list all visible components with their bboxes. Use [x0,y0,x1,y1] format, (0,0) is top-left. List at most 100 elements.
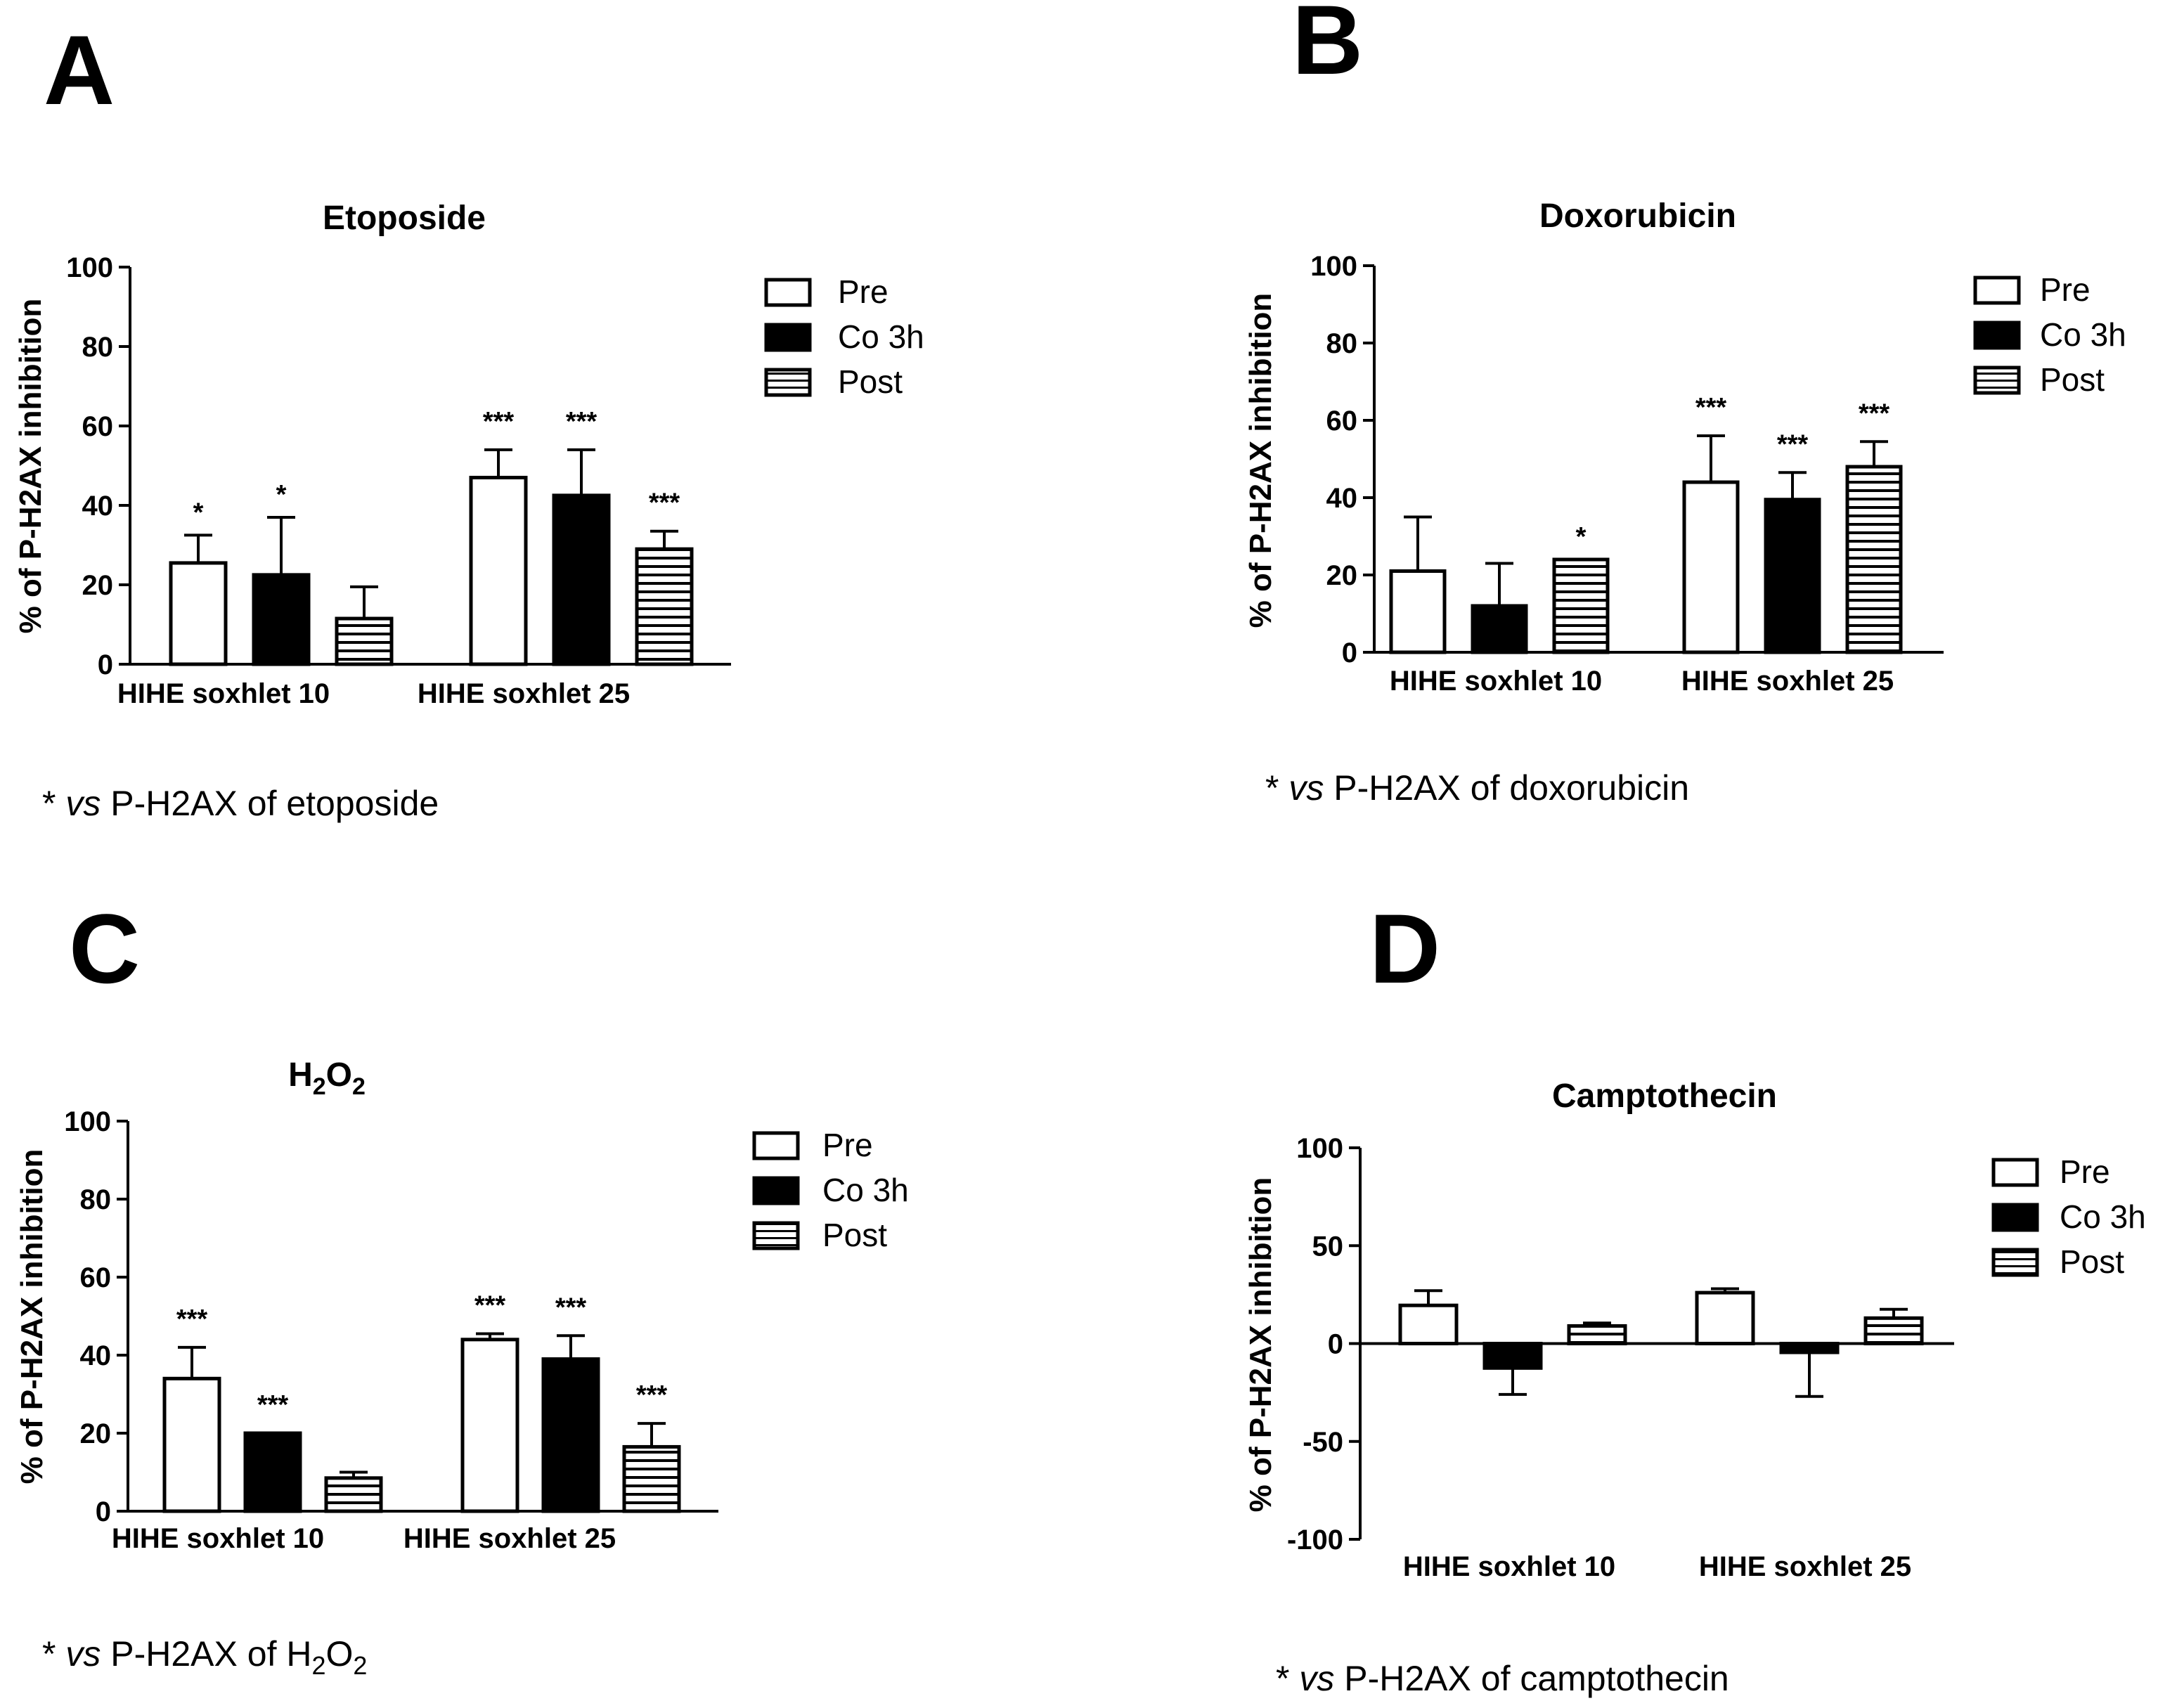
panel-d-legend-swatch [1991,1203,2039,1232]
panel-c-ytick-label: 40 [80,1340,112,1371]
panel-b-footnote-star: * [1265,768,1288,808]
panel-a-legend-swatch [764,323,812,352]
panel-b-footnote-text: P-H2AX of doxorubicin [1324,768,1689,808]
panel-d-letter: D [1369,893,1440,1004]
panel-c-ytick-label: 100 [64,1106,111,1137]
panel-d-legend-label: Post [2060,1243,2124,1280]
panel-c-footnote-tail-sub: 2 [353,1651,367,1680]
panel-b-ytick-label: 0 [1342,638,1357,668]
panel-b-ytick-label: 60 [1326,406,1358,436]
panel-d-bar-post [1863,1316,1924,1346]
panel-d-category-label: HIHE soxhlet 25 [1699,1551,1911,1582]
panel-d-footnote: * vs P-H2AX of camptothecin [1276,1659,1729,1698]
panel-a-footnote: * vs P-H2AX of etoposide [42,784,439,823]
panel-d-legend-swatch [1991,1158,2039,1187]
panel-b-ytick-label: 40 [1326,483,1358,514]
panel-a-bar-post [335,616,394,666]
panel-c-letter: C [69,893,140,1004]
panel-a-legend-label: Pre [838,273,889,310]
panel-b-legend-swatch [1973,276,2021,305]
panel-c-footnote-text: P-H2AX of H [101,1634,311,1674]
panel-b-legend-label: Pre [2040,271,2091,308]
panel-c-title-sub: 2 [313,1073,326,1100]
panel-b-bar-co-3h [1764,498,1821,654]
panel-a-bar-co-3h [252,573,311,666]
panel-a-ytick-label: 20 [82,570,114,601]
panel-d-title-main: Camptothecin [1552,1078,1777,1115]
panel-b-bar-pre [1682,480,1740,654]
panel-d-title: Camptothecin [1552,1078,1777,1115]
panel-a-significance-mark: * [276,480,287,510]
panel-b-bar-co-3h [1471,604,1528,654]
panel-c-bar-post [622,1444,681,1513]
panel-b: B Doxorubicin % of P-H2AX inhibition 0 20 40 6… [1243,0,2126,808]
panel-c-title-tail-sub: 2 [352,1073,366,1100]
panel-b-bar-post [1552,557,1610,654]
panel-d-ytick-label: 0 [1328,1329,1343,1360]
panel-d-bar-post [1567,1324,1627,1346]
panel-a-legend-label: Co 3h [838,318,924,355]
panel-c-ytick-label: 80 [80,1184,112,1215]
panel-a-category-label: HIHE soxhlet 25 [418,678,630,709]
panel-b-letter: B [1292,0,1363,95]
panel-c-legend-label: Pre [822,1127,873,1163]
panel-a-significance-mark: *** [566,407,597,436]
panel-d-footnote-star: * [1276,1659,1299,1698]
panel-a-legend-label: Post [838,363,903,400]
panel-d-bar-pre [1398,1303,1459,1346]
panel-d-ytick-label: 50 [1312,1231,1344,1262]
panel-b-legend-label: Co 3h [2040,316,2126,353]
panel-b-ytick-label: 100 [1310,251,1357,282]
panel-c-ytick-label: 0 [96,1496,111,1527]
panel-b-legend-swatch [1973,321,2021,350]
panel-c-legend-label: Post [822,1217,887,1253]
panel-a-footnote-star: * [42,784,65,823]
panel-a-legend-swatch [764,278,812,307]
panel-c-title-tail-o: O [326,1056,352,1094]
panel-b-significance-mark: *** [1859,399,1890,428]
panel-b-footnote-vs: vs [1288,768,1324,808]
panel-b-footnote: * vs P-H2AX of doxorubicin [1265,768,1689,808]
panel-a-significance-mark: *** [649,489,680,518]
panel-c-bar-pre [162,1376,221,1513]
panel-d-footnote-text: P-H2AX of camptothecin [1334,1659,1729,1698]
panel-d-bar-pre [1695,1290,1755,1345]
panel-c-footnote-star: * [42,1634,65,1674]
panel-a-footnote-vs: vs [65,784,101,823]
panel-d-legend-swatch [1991,1248,2039,1277]
panel-c-bar-co-3h [541,1357,600,1513]
panel-a-ytick-label: 60 [82,411,114,442]
panel-a-letter: A [44,15,115,125]
panel-d-bar-co-3h [1779,1342,1840,1354]
panel-a-ylabel: % of P-H2AX inhibition [13,299,48,634]
panel-d-category-label: HIHE soxhlet 10 [1403,1551,1615,1582]
panel-d: D Camptothecin % of P-H2AX inhibition -100 -… [1243,893,2146,1698]
panel-a-ytick-label: 100 [66,252,113,283]
panel-b-bar-pre [1389,569,1447,654]
panel-b-legend-label: Post [2040,361,2105,398]
panel-b-significance-mark: *** [1695,393,1727,422]
panel-c-significance-mark: *** [257,1390,289,1420]
panel-a-bar-pre [169,561,228,666]
panel-c-legend-label: Co 3h [822,1172,909,1208]
panel-c-footnote-sub: 2 [311,1651,325,1680]
panel-d-legend-label: Co 3h [2060,1198,2146,1235]
panel-b-title: Doxorubicin [1539,198,1736,235]
panel-b-ytick-label: 80 [1326,328,1358,359]
panel-a-category-label: HIHE soxhlet 10 [117,678,330,709]
panel-a-ytick-label: 80 [82,332,114,363]
panel-c-significance-mark: *** [176,1305,208,1334]
panel-b-ytick-label: 20 [1326,560,1358,591]
panel-c-footnote-vs: vs [65,1634,101,1674]
panel-c-significance-mark: *** [555,1293,587,1322]
panel-c-ylabel: % of P-H2AX inhibition [15,1149,49,1484]
panel-a-ytick-label: 0 [98,649,113,680]
panel-a-footnote-text: P-H2AX of etoposide [101,784,439,823]
panel-c-legend-swatch [752,1131,800,1160]
panel-c-category-label: HIHE soxhlet 25 [403,1523,616,1554]
panel-d-ytick-label: 100 [1296,1133,1343,1164]
panel-c-footnote-tail: O [326,1634,354,1674]
panel-a-bar-post [635,547,694,666]
panel-c-bar-post [324,1476,383,1513]
